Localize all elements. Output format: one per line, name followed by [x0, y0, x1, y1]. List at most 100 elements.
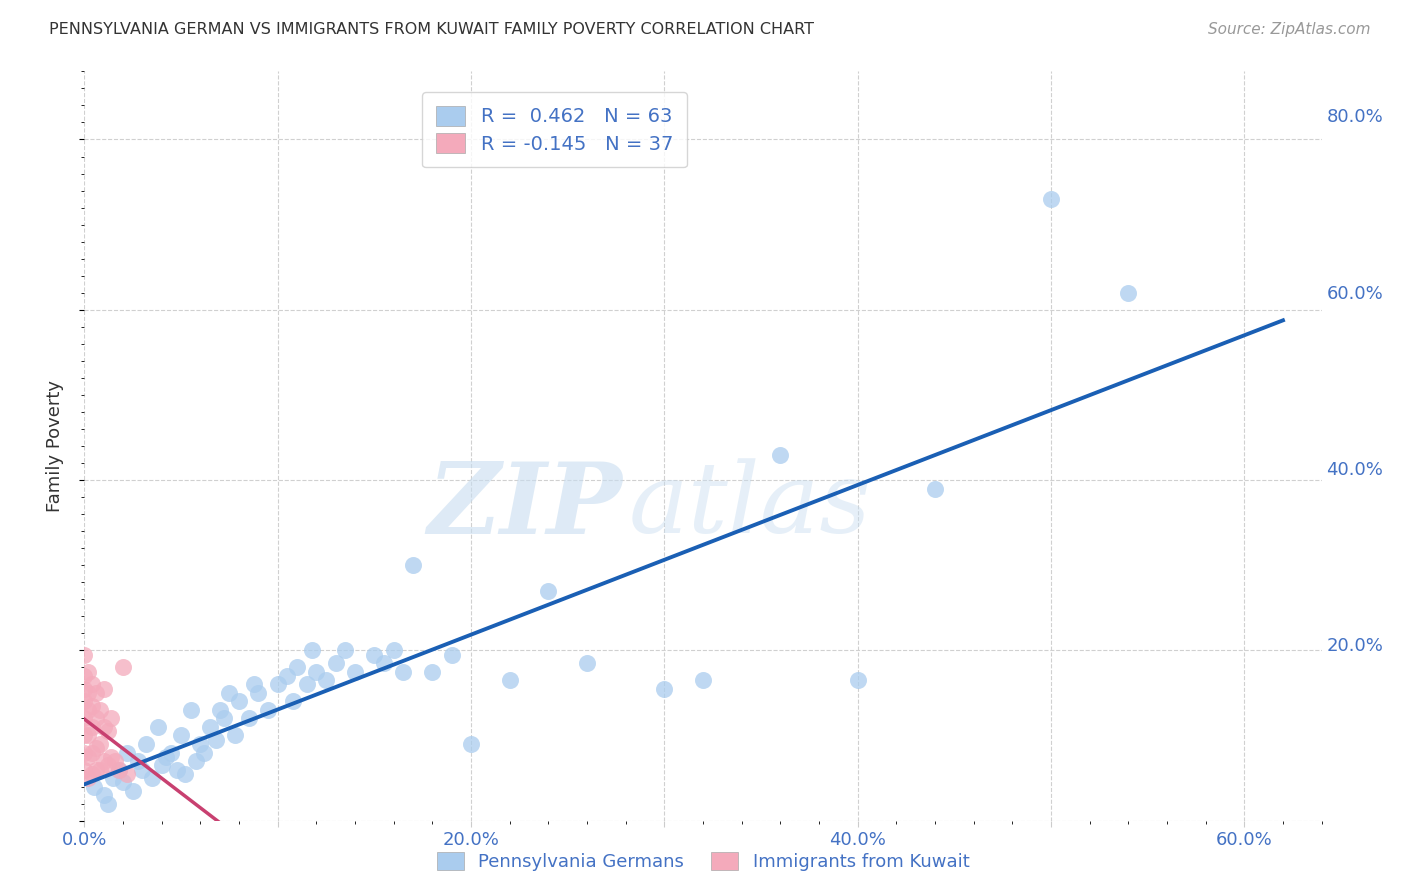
Point — [131, 763, 153, 777]
Point — [77, 729, 100, 743]
Point — [82, 720, 104, 734]
Point — [224, 729, 246, 743]
Point — [276, 669, 298, 683]
Point — [82, 746, 104, 760]
Text: PENNSYLVANIA GERMAN VS IMMIGRANTS FROM KUWAIT FAMILY POVERTY CORRELATION CHART: PENNSYLVANIA GERMAN VS IMMIGRANTS FROM K… — [49, 22, 814, 37]
Point — [104, 754, 127, 768]
Text: ZIP: ZIP — [427, 458, 623, 554]
Point — [141, 771, 163, 785]
Point — [193, 746, 215, 760]
Point — [96, 724, 118, 739]
Point — [285, 660, 308, 674]
Point — [160, 746, 183, 760]
Point — [373, 656, 395, 670]
Point — [73, 648, 96, 662]
Point — [77, 749, 100, 764]
Point — [112, 660, 135, 674]
Point — [82, 677, 104, 691]
Point — [112, 775, 135, 789]
Point — [108, 763, 131, 777]
Point — [83, 780, 105, 794]
Point — [238, 711, 260, 725]
Point — [769, 448, 792, 462]
Point — [440, 648, 463, 662]
Point — [218, 686, 240, 700]
Point — [73, 694, 96, 708]
Text: Source: ZipAtlas.com: Source: ZipAtlas.com — [1208, 22, 1371, 37]
Point — [257, 703, 280, 717]
Point — [96, 797, 118, 811]
Point — [100, 749, 122, 764]
Point — [267, 677, 290, 691]
Point — [170, 729, 193, 743]
Point — [392, 665, 415, 679]
Point — [243, 677, 266, 691]
Point — [73, 711, 96, 725]
Point — [89, 703, 111, 717]
Point — [84, 711, 107, 725]
Point — [73, 729, 96, 743]
Point — [82, 767, 104, 781]
Point — [537, 583, 560, 598]
Point — [115, 746, 138, 760]
Point — [846, 673, 869, 688]
Point — [73, 681, 96, 696]
Point — [295, 677, 318, 691]
Point — [1118, 285, 1140, 300]
Y-axis label: Family Poverty: Family Poverty — [45, 380, 63, 512]
Point — [315, 673, 337, 688]
Legend: Pennsylvania Germans, Immigrants from Kuwait: Pennsylvania Germans, Immigrants from Ku… — [429, 845, 977, 879]
Legend: R =  0.462   N = 63, R = -0.145   N = 37: R = 0.462 N = 63, R = -0.145 N = 37 — [422, 92, 686, 168]
Point — [93, 754, 115, 768]
Point — [89, 763, 111, 777]
Point — [188, 737, 211, 751]
Point — [186, 754, 208, 768]
Point — [166, 763, 188, 777]
Point — [84, 741, 107, 756]
Point — [146, 720, 169, 734]
Point — [93, 681, 115, 696]
Point — [73, 746, 96, 760]
Point — [103, 771, 125, 785]
Point — [77, 665, 100, 679]
Point — [212, 711, 235, 725]
Point — [422, 665, 444, 679]
Point — [82, 698, 104, 713]
Text: atlas: atlas — [628, 458, 872, 554]
Point — [77, 703, 100, 717]
Point — [93, 720, 115, 734]
Point — [150, 758, 173, 772]
Point — [305, 665, 328, 679]
Point — [135, 737, 157, 751]
Point — [499, 673, 522, 688]
Point — [924, 482, 946, 496]
Point — [100, 711, 122, 725]
Point — [84, 686, 107, 700]
Point — [73, 669, 96, 683]
Point — [208, 703, 231, 717]
Point — [382, 643, 405, 657]
Point — [127, 754, 149, 768]
Point — [460, 737, 482, 751]
Point — [93, 788, 115, 802]
Point — [73, 763, 96, 777]
Point — [108, 763, 131, 777]
Point — [121, 784, 143, 798]
Point — [115, 767, 138, 781]
Point — [180, 703, 202, 717]
Point — [363, 648, 385, 662]
Point — [174, 767, 197, 781]
Point — [344, 665, 367, 679]
Point — [652, 681, 676, 696]
Point — [301, 643, 323, 657]
Point — [1039, 192, 1063, 206]
Point — [96, 758, 118, 772]
Point — [281, 694, 305, 708]
Point — [205, 732, 228, 747]
Point — [325, 656, 347, 670]
Point — [228, 694, 250, 708]
Point — [402, 558, 425, 573]
Point — [576, 656, 599, 670]
Point — [89, 737, 111, 751]
Point — [692, 673, 714, 688]
